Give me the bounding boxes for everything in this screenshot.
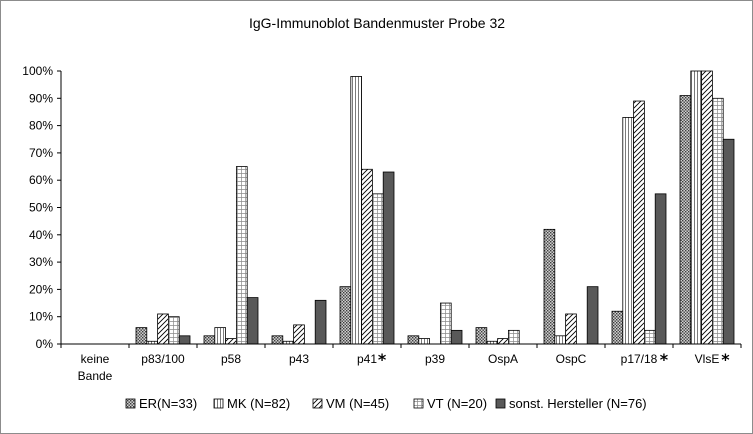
y-tick-label: 60% (29, 173, 53, 187)
bar (361, 168, 373, 345)
legend-label: MK (N=82) (227, 396, 290, 411)
y-tick-label: 70% (29, 146, 53, 160)
bar (178, 335, 191, 345)
legend-label: sonst. Hersteller (N=76) (509, 396, 647, 411)
legend: ER(N=33) MK (N=82) VM (N=45) VT (N=20) sonst… (125, 396, 647, 411)
chart-title: IgG-Immunoblot Bandenmuster Probe 32 (249, 15, 505, 31)
bar (382, 171, 395, 345)
y-tick-label: 90% (29, 91, 53, 105)
legend-swatch (495, 398, 506, 409)
legend-swatch (312, 398, 323, 409)
significance-star: * (721, 350, 730, 369)
bar (439, 302, 452, 345)
bar (622, 117, 634, 345)
bar (314, 299, 327, 345)
y-tick-label: 100% (22, 64, 53, 78)
x-tick-label: VlsE (695, 352, 720, 366)
bar (543, 228, 556, 345)
bar (690, 70, 702, 345)
legend-swatch (413, 398, 424, 409)
bar (679, 95, 692, 345)
y-tick-label: 20% (29, 282, 53, 296)
bar (135, 327, 148, 345)
bar (157, 313, 169, 345)
bar (371, 193, 384, 345)
y-tick-label: 50% (29, 201, 53, 215)
bar (633, 100, 645, 345)
bar (293, 324, 305, 345)
bar (450, 329, 463, 345)
x-tick-label: OspA (488, 352, 518, 366)
y-axis: 0% 10% 20% 30% 40% 50% 60% 70% 80% 90% 100% (22, 64, 62, 351)
bars (135, 70, 735, 345)
bar (235, 166, 248, 345)
y-tick-label: 30% (29, 255, 53, 269)
bar (418, 338, 430, 345)
bar (407, 335, 420, 345)
bar (722, 138, 735, 345)
significance-star: * (378, 350, 387, 369)
bar (611, 310, 624, 345)
x-tick-label: p41 (357, 352, 377, 366)
bar (225, 338, 237, 345)
bar (565, 313, 577, 345)
bar (507, 329, 520, 345)
bar (475, 327, 488, 345)
x-tick-label: p39 (425, 352, 445, 366)
legend-label: ER(N=33) (139, 396, 197, 411)
legend-label: VT (N=20) (427, 396, 487, 411)
significance-star: * (660, 350, 669, 369)
x-tick-label: p83/100 (141, 352, 185, 366)
x-tick-label: keine Bande (78, 352, 113, 383)
bar (654, 193, 667, 345)
bar (271, 335, 284, 345)
y-tick-label: 0% (36, 337, 54, 351)
legend-label: VM (N=45) (326, 396, 389, 411)
bar (701, 70, 713, 345)
x-tick-label: p58 (221, 352, 241, 366)
legend-swatch (125, 398, 136, 409)
bar (497, 338, 509, 345)
x-tick-label: p17/18 (621, 352, 658, 366)
x-tick-label: OspC (556, 352, 587, 366)
y-tick-label: 40% (29, 228, 53, 242)
legend-swatch (213, 398, 224, 409)
bar (246, 297, 259, 345)
y-tick-label: 80% (29, 119, 53, 133)
bar (554, 335, 566, 345)
bar (644, 329, 656, 345)
bar (203, 335, 216, 345)
bar (339, 286, 352, 345)
y-tick-label: 10% (29, 310, 53, 324)
bar (712, 97, 724, 345)
bar (167, 316, 180, 345)
bar (214, 327, 227, 345)
bar (350, 76, 362, 345)
bar (586, 286, 599, 345)
x-tick-label: p43 (289, 352, 309, 366)
